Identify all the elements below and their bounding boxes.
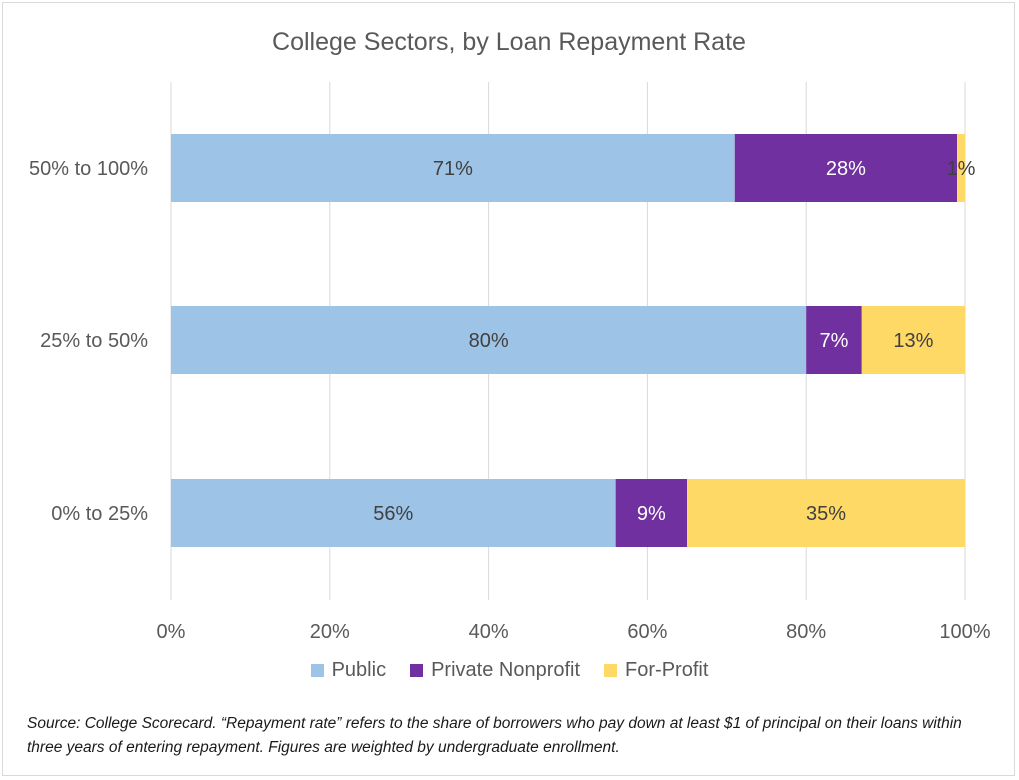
bar-segment	[687, 479, 965, 547]
data-label: 28%	[826, 158, 866, 180]
bar-segment	[615, 479, 688, 547]
legend-label: Public	[331, 658, 387, 681]
legend-item: For-Profit	[604, 659, 708, 682]
bar-segment	[171, 479, 616, 547]
source-note: Source: College Scorecard. “Repayment ra…	[27, 715, 962, 756]
data-label: 1%	[947, 158, 976, 180]
bar-segment	[171, 134, 735, 202]
data-label: 35%	[806, 503, 846, 525]
legend-item: Public	[310, 658, 387, 682]
data-label: 7%	[820, 330, 849, 352]
category-label: 0% to 25%	[51, 503, 148, 525]
category-labels: 50% to 100% 25% to 50% 0% to 25%	[29, 158, 148, 525]
chart-title: College Sectors, by Loan Repayment Rate	[272, 28, 746, 56]
legend-label: For-Profit	[625, 658, 709, 681]
legend-swatch	[310, 663, 324, 677]
bar-segment	[861, 306, 965, 374]
x-tick-label: 80%	[786, 621, 826, 643]
x-tick-label: 20%	[310, 621, 350, 643]
data-label: 9%	[637, 503, 666, 525]
data-label: 56%	[373, 503, 413, 525]
x-tick-label: 100%	[939, 621, 990, 643]
category-label: 50% to 100%	[29, 158, 148, 180]
legend-label: Private Nonprofit	[431, 658, 581, 681]
bar-segment	[957, 134, 965, 202]
category-label: 25% to 50%	[40, 330, 148, 352]
legend-swatch	[410, 663, 424, 677]
x-tick-label: 40%	[469, 621, 509, 643]
x-tick-label: 0%	[157, 621, 186, 643]
data-label: 80%	[469, 330, 509, 352]
x-tick-labels: 0% 20% 40% 60% 80% 100%	[157, 621, 991, 643]
bar-segment	[171, 306, 807, 374]
bar-segment	[734, 134, 958, 202]
legend: Public Private Nonprofit For-Profit	[0, 655, 1019, 685]
x-tick-label: 60%	[627, 621, 667, 643]
data-label: 13%	[893, 330, 933, 352]
bars	[171, 134, 965, 547]
bar-segment	[806, 306, 862, 374]
data-label: 71%	[433, 158, 473, 180]
bar-labels: 71% 28% 1% 80% 7% 13% 56% 9% 35%	[373, 158, 975, 525]
legend-swatch	[604, 663, 618, 677]
legend-item: Private Nonprofit	[410, 659, 580, 682]
